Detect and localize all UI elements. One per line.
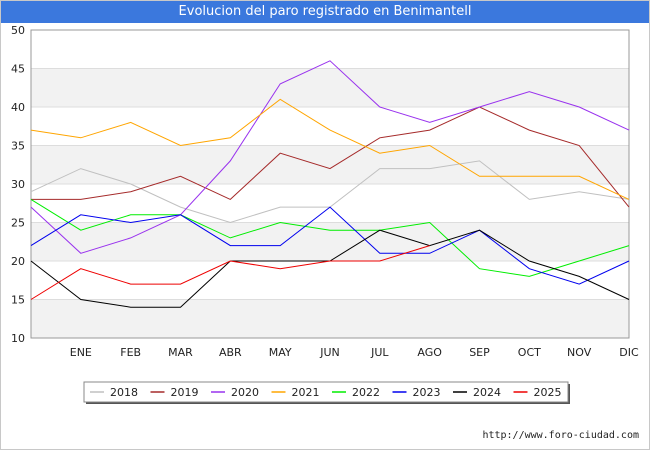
- series-line-2025: [30, 245, 430, 300]
- legend-label: 2021: [292, 386, 320, 399]
- grid-band: [31, 222, 629, 261]
- y-tick-label: 45: [11, 63, 25, 76]
- y-tick-label: 20: [11, 255, 25, 268]
- chart-title: Evolucion del paro registrado en Beniman…: [1, 1, 649, 23]
- legend-label: 2025: [534, 386, 562, 399]
- legend: [83, 381, 569, 403]
- series-line-2020: [30, 60, 630, 254]
- x-tick-label: NOV: [567, 346, 592, 359]
- y-tick-label: 25: [11, 217, 25, 230]
- x-tick-label: DIC: [619, 346, 639, 359]
- grid-band: [31, 68, 629, 107]
- series-line-2019: [31, 106, 630, 208]
- plot-area: [30, 29, 630, 339]
- x-tick-label: MAR: [168, 346, 193, 359]
- series-line-2021: [30, 98, 630, 200]
- source-url: http://www.foro-ciudad.com: [482, 430, 639, 441]
- series-line-2022: [30, 198, 630, 277]
- x-tick-label: OCT: [518, 346, 541, 359]
- y-tick-label: 35: [11, 140, 25, 153]
- legend-label: 2024: [473, 386, 501, 399]
- y-tick-label: 50: [11, 24, 25, 37]
- x-tick-label: JUL: [370, 346, 389, 359]
- legend-label: 2019: [171, 386, 199, 399]
- legend-label: 2022: [352, 386, 380, 399]
- legend-label: 2020: [231, 386, 259, 399]
- grid-band: [31, 145, 629, 184]
- x-tick-label: ENE: [70, 346, 92, 359]
- x-tick-label: FEB: [120, 346, 141, 359]
- grid-band: [31, 299, 629, 338]
- y-tick-label: 40: [11, 101, 25, 114]
- x-tick-label: SEP: [469, 346, 490, 359]
- y-tick-label: 30: [11, 178, 25, 191]
- x-tick-label: ABR: [219, 346, 242, 359]
- x-tick-label: JUN: [319, 346, 340, 359]
- legend-label: 2018: [110, 386, 138, 399]
- series-line-2023: [30, 206, 630, 285]
- y-tick-label: 15: [11, 294, 25, 307]
- x-tick-label: AGO: [417, 346, 442, 359]
- y-tick-label: 10: [11, 332, 25, 345]
- x-tick-label: MAY: [269, 346, 292, 359]
- legend-label: 2023: [413, 386, 441, 399]
